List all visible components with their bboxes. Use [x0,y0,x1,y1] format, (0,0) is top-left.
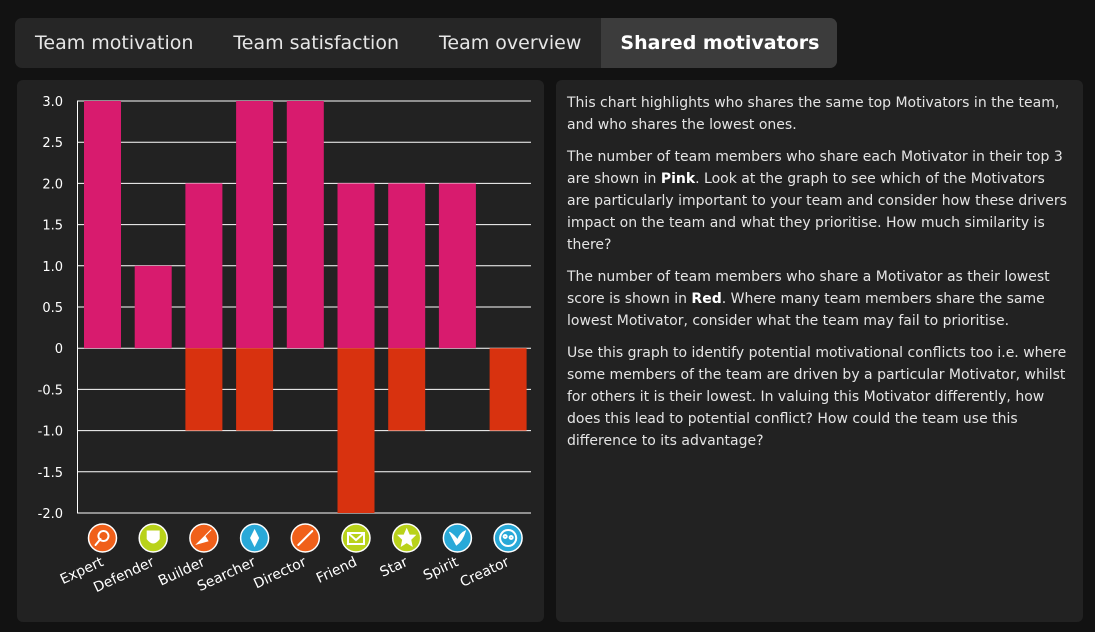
y-tick-label: 1.0 [42,260,63,275]
lowest-bar-friend [337,348,375,513]
envelope-icon-badge [341,523,371,553]
y-tick-label: 1.5 [42,219,63,234]
y-tick-label: 0.5 [42,301,63,316]
category-label-creator: Creator [458,554,512,591]
bird-icon-badge [442,523,473,553]
category-label-searcher: Searcher [195,554,259,595]
baton-icon-glyph [297,530,314,546]
category-label-friend: Friend [314,554,360,587]
y-tick-label: -0.5 [38,383,63,398]
envelope-icon-glyph [347,532,365,545]
top3-bar-defender [134,265,172,349]
y-tick-label: 3.0 [42,95,63,110]
top3-bar-builder [185,183,223,349]
top3-bar-star [388,183,426,349]
palette-icon-badge [493,523,523,553]
description-paragraph-2: The number of team members who share eac… [567,146,1071,256]
lowest-bar-creator [489,348,527,431]
y-tick-label: 2.0 [42,177,63,192]
shared-motivators-chart: 3.02.52.01.51.00.50-0.5-1.0-1.5-2.0Exper… [38,95,531,596]
pink-label: Pink [660,171,696,187]
trowel-icon [189,523,219,553]
top3-bar-friend [337,183,375,349]
star-icon-glyph [397,527,417,548]
magnifier-icon-glyph [94,530,110,546]
lowest-bar-builder [185,348,223,431]
y-tick-label: -1.5 [38,466,63,481]
category-label-director: Director [251,554,309,592]
magnifier-icon-badge [87,523,118,553]
top3-bar-expert [84,101,121,349]
magnifier-icon [87,523,118,553]
top3-bar-spirit [438,183,476,349]
top3-bar-director [286,101,324,349]
palette-icon-glyph [499,529,518,547]
shield-icon-glyph [146,530,160,544]
chart-panel: 3.0 2.5 2.0 1.5 1.0 0.5 0 -0.5 -1.0 -1.5 -2.0 Exper… [17,80,544,622]
description-panel: This chart highlights who shares the sam… [556,80,1083,622]
tab-bar: Team motivation Team satisfaction Team o… [15,18,837,68]
description-paragraph-3: The number of team members who share a M… [567,266,1071,332]
y-tick-label: 0 [55,342,63,357]
shield-icon [138,523,168,553]
description-text: . Where many team members share the same… [567,291,1045,329]
baton-icon [290,523,321,553]
red-label: Red [691,291,722,307]
category-label-star: Star [378,554,411,581]
description-paragraph-1: This chart highlights who shares the sam… [567,95,1060,133]
y-tick-label: -1.0 [38,425,63,440]
description-text: The number of team members who share eac… [567,149,1063,187]
y-tick-label: 2.5 [42,136,63,151]
tab-team-overview[interactable]: Team overview [439,32,582,54]
tab-team-satisfaction[interactable]: Team satisfaction [233,32,400,54]
star-icon [391,523,422,553]
description-text: The number of team members who share a M… [567,269,1050,307]
lowest-bar-searcher [236,348,274,431]
trowel-icon-glyph [195,529,212,545]
top3-bar-searcher [236,101,274,349]
compass-icon-glyph [250,528,260,548]
category-label-spirit: Spirit [421,554,462,584]
bird-icon-glyph [448,530,467,546]
description-paragraph-4: Use this graph to identify potential mot… [567,345,1067,449]
lowest-bar-star [388,348,426,431]
tab-shared-motivators[interactable]: Shared motivators [601,18,837,68]
bird-icon [442,523,473,553]
tab-team-motivation[interactable]: Team motivation [35,32,194,54]
compass-icon [239,523,270,553]
palette-icon [493,523,523,553]
description-text: . Look at the graph to see which of the … [567,171,1067,253]
y-tick-label: -2.0 [38,507,63,522]
envelope-icon [341,523,371,553]
